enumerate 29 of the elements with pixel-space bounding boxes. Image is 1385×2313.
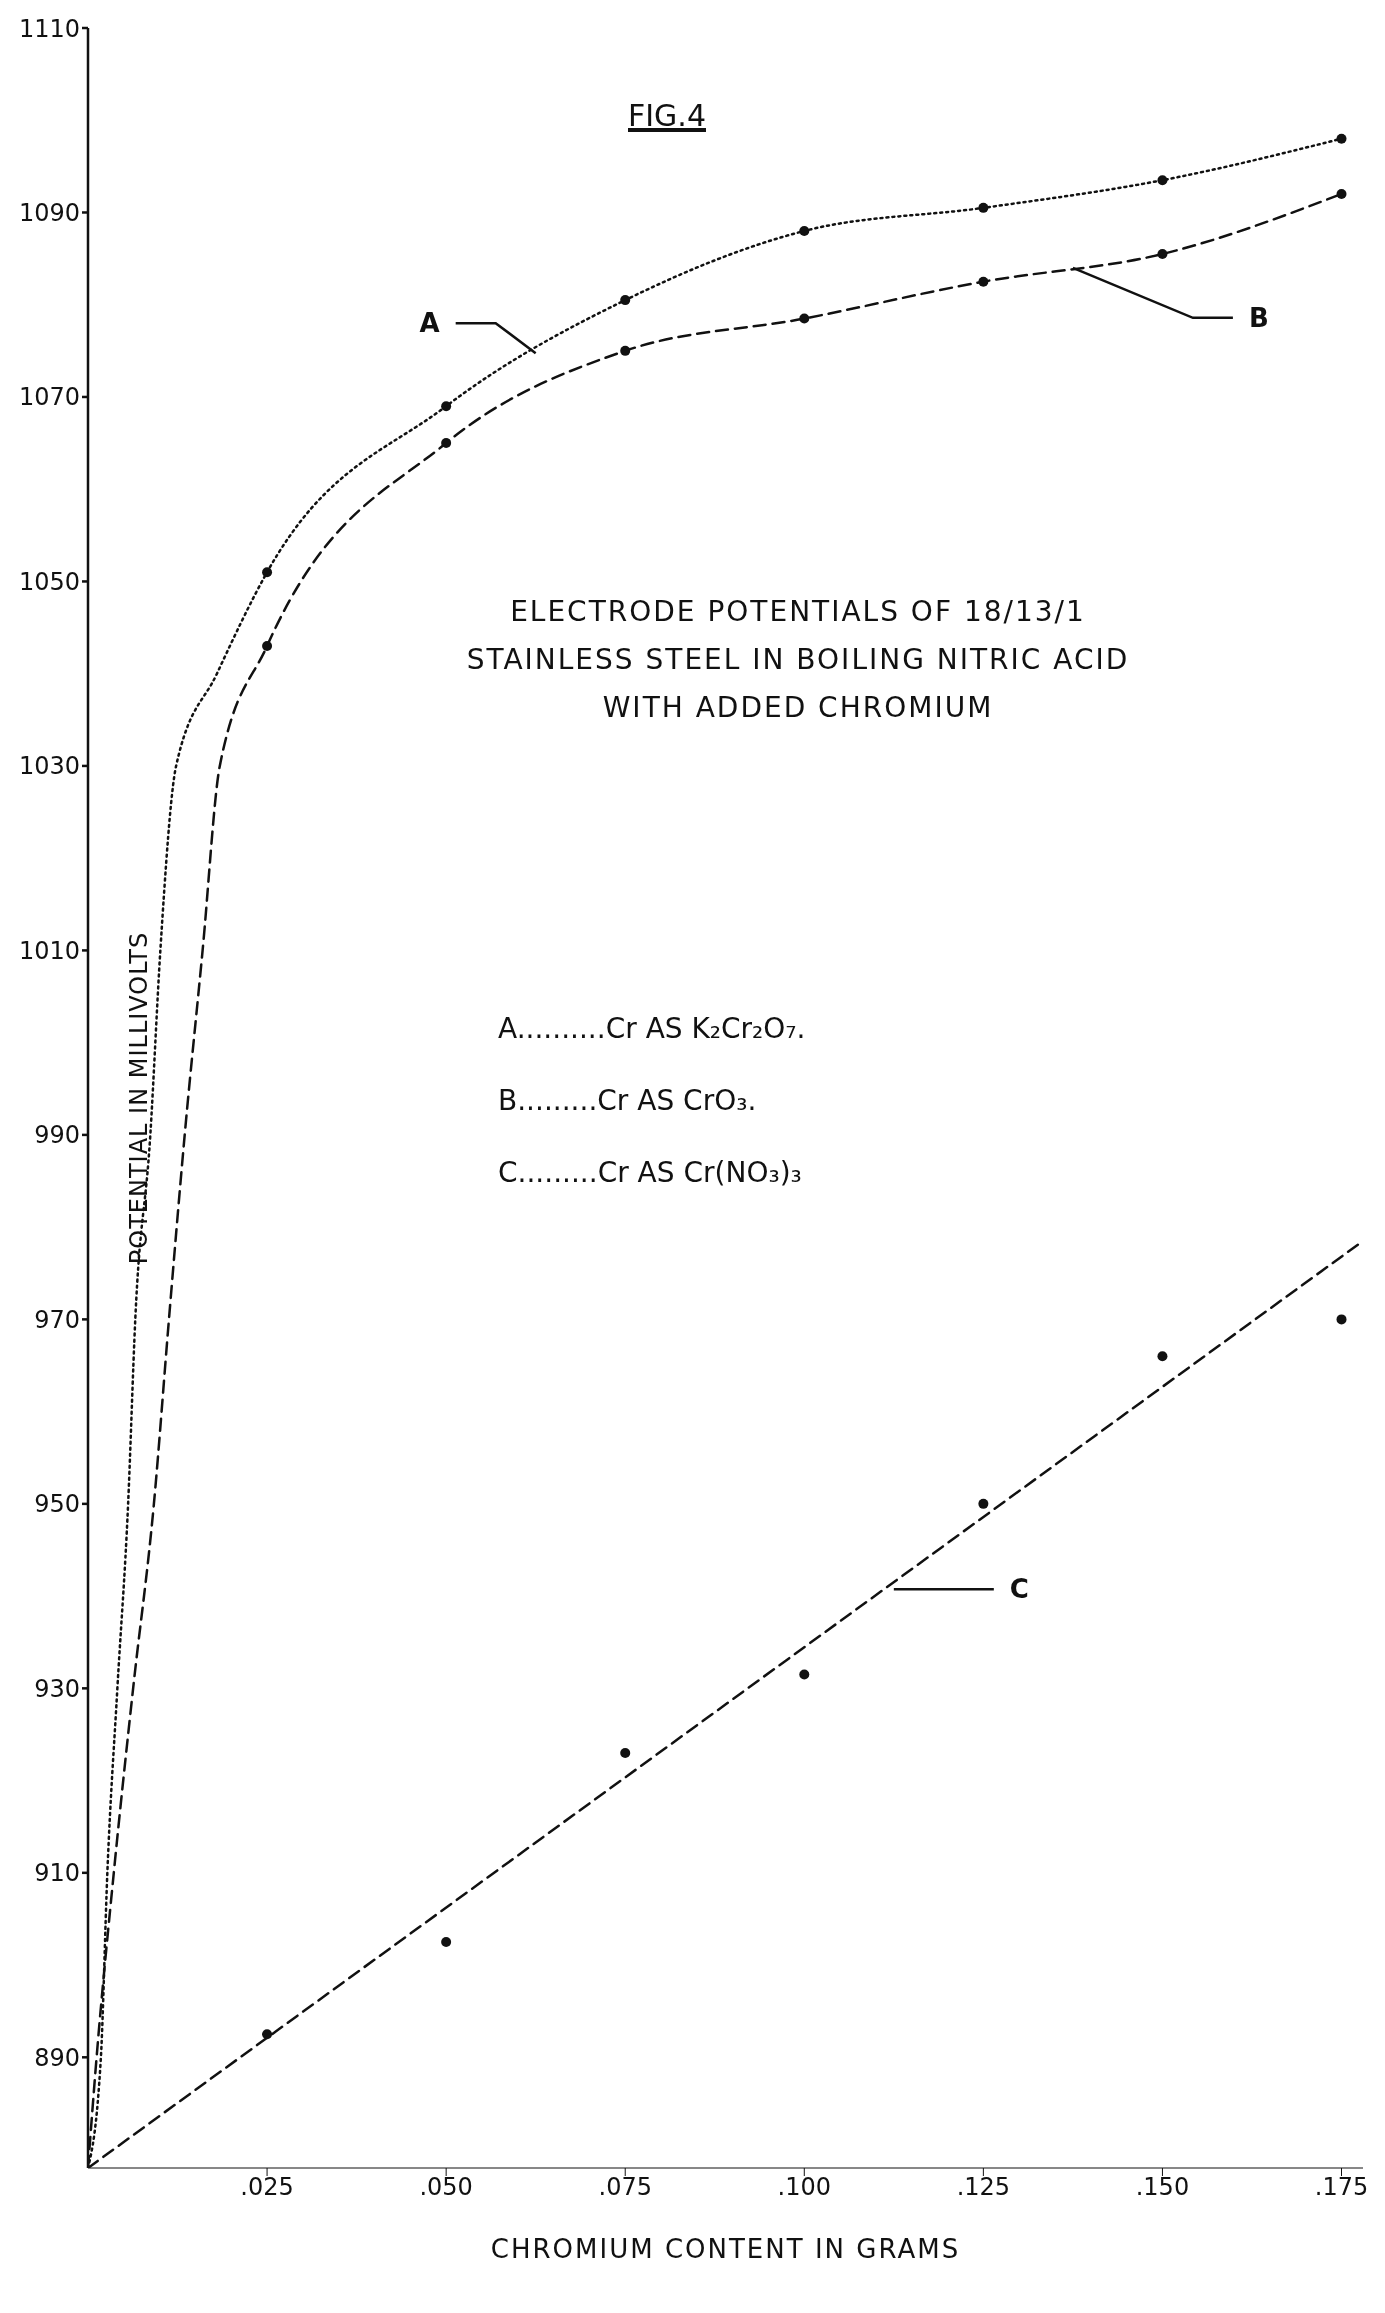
text: A [419, 308, 440, 339]
x-tick-label: .025 [240, 2173, 294, 2202]
y-tick-label: 1030 [18, 752, 80, 781]
legend-label: C [1009, 1574, 1029, 1605]
x-tick-label: .150 [1135, 2173, 1190, 2202]
y-tick-label: 950 [34, 1490, 80, 1519]
y-tick-label: 1050 [18, 567, 80, 596]
x-tick-label: .050 [419, 2173, 473, 2202]
x-tick-label: .075 [598, 2173, 652, 2202]
x-axis-title: CHROMIUM CONTENT IN GRAMS [490, 2234, 961, 2264]
annotation: C.........Cr AS Cr(NO₃)₃ [498, 1155, 803, 1191]
y-tick-label: 930 [34, 1674, 80, 1703]
y-axis-title: POTENTIAL IN MILLIVOLTS [124, 931, 153, 1265]
x-tick-label: .125 [956, 2173, 1011, 2202]
y-tick-label: 1110 [18, 14, 80, 43]
y-tick-label: 1090 [18, 199, 80, 227]
x-tick-label: .175 [1314, 2173, 1369, 2202]
y-tick-label: 890 [34, 2043, 80, 2072]
text: ELECTRODE POTENTIALS OF 18/13/1 STAINLESS STEEL IN BOILING NITRIC ACID WITH ADDED CHROMIUM [465, 594, 1131, 726]
annotation: B.........Cr AS CrO₃. [498, 1083, 758, 1119]
y-tick-label: 1070 [18, 383, 80, 412]
y-tick-label: 910 [34, 1859, 80, 1888]
y-tick-label: 970 [34, 1305, 80, 1334]
annotation: A..........Cr AS K₂Cr₂O₇. [498, 1011, 806, 1047]
y-tick-label: 1010 [18, 936, 80, 965]
y-tick-label: 990 [34, 1121, 80, 1150]
text: FIG.4 [628, 98, 706, 133]
x-tick-label: .100 [777, 2173, 832, 2202]
text: B [1248, 302, 1269, 333]
